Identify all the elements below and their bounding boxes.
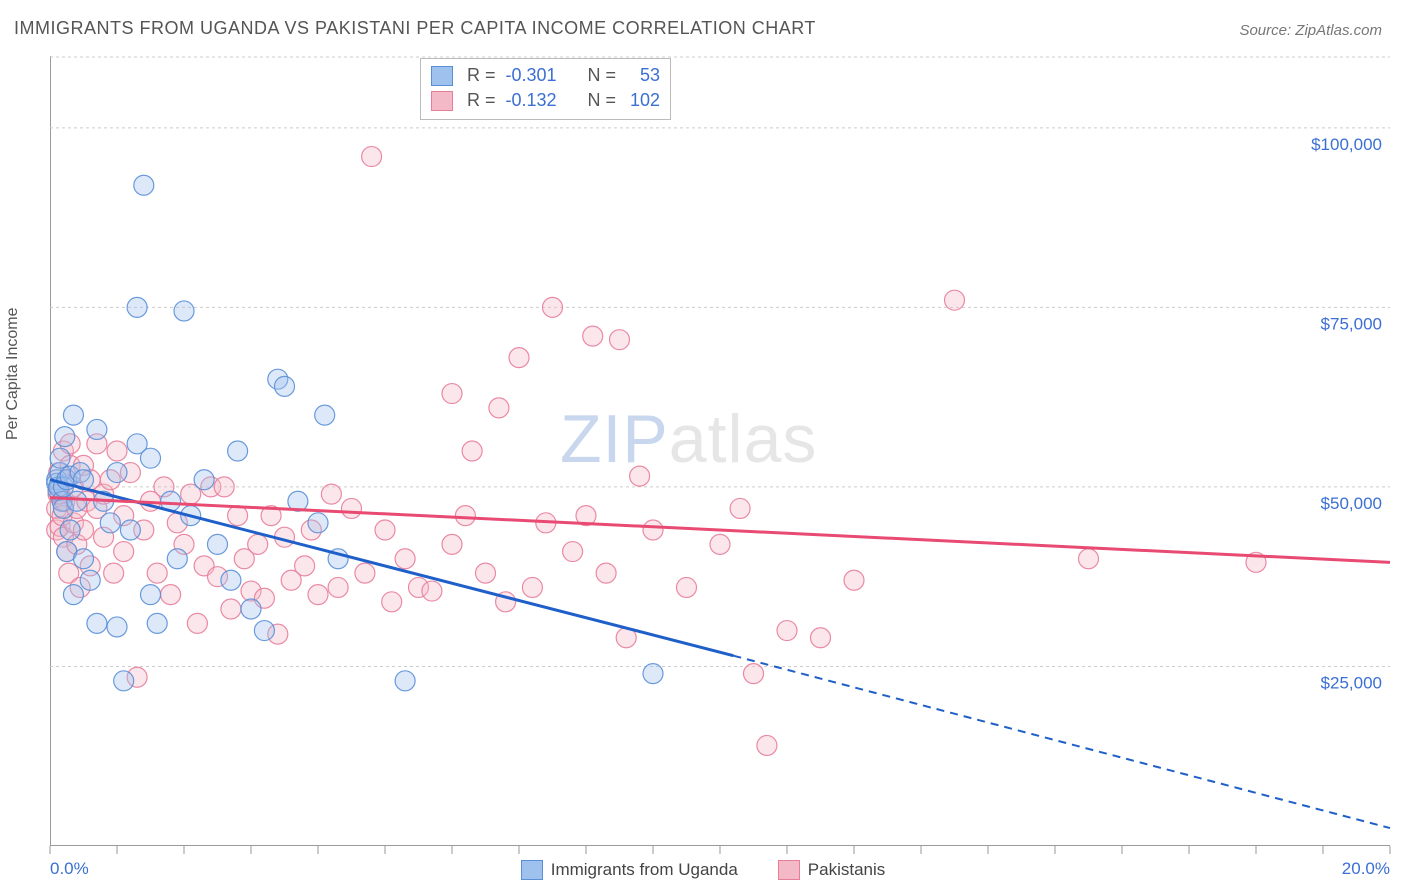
scatter-plot: $25,000$50,000$75,000$100,0000.0%20.0%	[50, 56, 1390, 846]
swatch-icon	[778, 860, 800, 880]
r-label: R =	[467, 90, 496, 111]
legend-label: Pakistanis	[808, 860, 885, 880]
r-label: R =	[467, 65, 496, 86]
legend-row: R = -0.132 N = 102	[431, 88, 660, 113]
chart-title: IMMIGRANTS FROM UGANDA VS PAKISTANI PER …	[14, 18, 816, 39]
legend-label: Immigrants from Uganda	[551, 860, 738, 880]
swatch-icon	[521, 860, 543, 880]
n-value: 102	[626, 90, 660, 111]
correlation-legend: R = -0.301 N = 53 R = -0.132 N = 102	[420, 58, 671, 120]
svg-text:$75,000: $75,000	[1321, 314, 1382, 333]
svg-text:$50,000: $50,000	[1321, 494, 1382, 513]
n-label: N =	[588, 90, 617, 111]
svg-text:$25,000: $25,000	[1321, 673, 1382, 692]
legend-row: R = -0.301 N = 53	[431, 63, 660, 88]
r-value: -0.301	[506, 65, 566, 86]
legend-item: Immigrants from Uganda	[521, 860, 738, 880]
swatch-icon	[431, 66, 453, 86]
swatch-icon	[431, 91, 453, 111]
y-axis-title: Per Capita Income	[4, 307, 22, 440]
n-label: N =	[588, 65, 617, 86]
series-legend: Immigrants from Uganda Pakistanis	[0, 860, 1406, 880]
legend-item: Pakistanis	[778, 860, 885, 880]
svg-text:$100,000: $100,000	[1311, 135, 1382, 154]
source-label: Source: ZipAtlas.com	[1239, 22, 1382, 39]
r-value: -0.132	[506, 90, 566, 111]
n-value: 53	[626, 65, 660, 86]
